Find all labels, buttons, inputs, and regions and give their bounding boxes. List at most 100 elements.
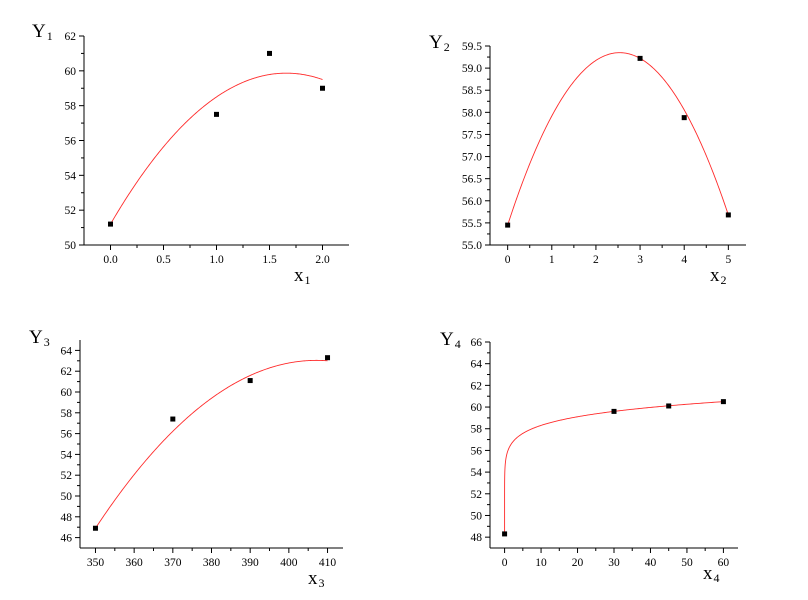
- x-tick-label: 5: [725, 254, 731, 266]
- y-axis-title-letter: Y: [29, 327, 43, 348]
- data-point: [666, 403, 672, 409]
- y-axis-title: Y1: [32, 21, 53, 43]
- x-axis-title: x4: [703, 563, 720, 585]
- data-point: [214, 111, 219, 117]
- x-axis-title-sub: 3: [319, 576, 325, 590]
- y-tick-label: 60: [65, 66, 77, 78]
- data-point: [92, 525, 98, 531]
- y-tick-label: 58.5: [462, 85, 482, 97]
- x-tick-label: 390: [242, 557, 260, 569]
- x-tick-label: 350: [87, 557, 105, 569]
- x-tick-label: 370: [164, 557, 182, 569]
- x-tick-label: 0.0: [103, 254, 118, 266]
- x-axis-title: x3: [308, 568, 325, 590]
- x-tick-label: 60: [718, 557, 730, 569]
- x-tick-label: 1.0: [209, 254, 224, 266]
- y-axis-title-sub: 4: [455, 337, 461, 351]
- y-axis-title-letter: Y: [429, 32, 443, 53]
- x-tick-label: 2.0: [315, 254, 330, 266]
- y-tick-label: 59.0: [462, 63, 482, 75]
- x-tick-label: 40: [645, 557, 657, 569]
- fit-curve: [504, 401, 724, 534]
- y-tick-label: 56.0: [462, 196, 482, 208]
- x-tick-label: 4: [681, 254, 687, 266]
- x-tick-label: 0.5: [156, 254, 171, 266]
- y-tick-label: 54: [471, 467, 483, 479]
- x-tick-label: 360: [126, 557, 144, 569]
- data-point: [325, 355, 331, 361]
- x-tick-label: 30: [608, 557, 620, 569]
- y-tick-label: 66: [471, 337, 483, 349]
- x-tick-label: 50: [681, 557, 693, 569]
- y-tick-label: 62: [61, 366, 73, 378]
- y-tick-label: 48: [471, 532, 483, 544]
- x-tick-label: 1.5: [262, 254, 277, 266]
- x-tick-label: 10: [535, 557, 547, 569]
- x-tick-label: 0: [505, 254, 511, 266]
- y-axis-title-letter: Y: [32, 21, 46, 42]
- x-tick-label: 400: [280, 557, 298, 569]
- y-tick-label: 55.0: [462, 240, 482, 252]
- chart-panel-2: 55.0 55.5 56.0 56.5 57.0 57.5 58.0 58.5 59.0 59.5…: [429, 32, 746, 287]
- y-tick-label: 55.5: [462, 218, 482, 230]
- y-tick-label: 56: [471, 445, 483, 457]
- data-point: [720, 399, 726, 405]
- x-axis-title: x1: [294, 265, 311, 287]
- y-tick-label: 58: [65, 101, 77, 113]
- y-tick-label: 52: [61, 470, 73, 482]
- y-tick-label: 60: [61, 387, 73, 399]
- y-tick-label: 64: [471, 359, 483, 371]
- data-point: [611, 408, 617, 414]
- x-tick-label: 2: [593, 254, 599, 266]
- data-point: [170, 416, 176, 422]
- y-tick-label: 54: [61, 449, 73, 461]
- x-tick-label: 1: [549, 254, 555, 266]
- x-axis-title-letter: x: [294, 265, 304, 286]
- data-point: [725, 212, 731, 218]
- x-axis-title-sub: 4: [714, 571, 720, 585]
- y-tick-label: 62: [471, 380, 483, 392]
- x-axis-title-letter: x: [308, 568, 318, 589]
- y-tick-label: 52: [471, 489, 483, 501]
- y-tick-label: 50: [471, 510, 483, 522]
- y-axis-title-sub: 2: [444, 40, 450, 54]
- y-tick-label: 50: [61, 491, 73, 503]
- x-axis-title-sub: 2: [721, 273, 727, 287]
- y-tick-label: 48: [61, 512, 73, 524]
- fit-curve: [95, 359, 328, 529]
- data-point: [247, 378, 253, 384]
- y-axis-title-letter: Y: [440, 329, 454, 350]
- y-tick-label: 62: [65, 31, 77, 43]
- x-axis-title-sub: 1: [305, 273, 311, 287]
- fit-curve: [507, 52, 729, 226]
- y-tick-label: 60: [471, 402, 483, 414]
- y-tick-label: 56.5: [462, 174, 482, 186]
- x-tick-label: 0: [502, 557, 508, 569]
- x-axis-title: x2: [710, 265, 727, 287]
- y-tick-label: 54: [65, 170, 77, 182]
- data-point: [637, 55, 643, 61]
- chart-panel-3: 46 48 50 52 54 56 58 60 62 64 350 360 370 380 390 400 41…: [29, 327, 343, 590]
- y-tick-label: 64: [61, 345, 73, 357]
- y-tick-label: 58: [471, 424, 483, 436]
- y-axis-title: Y4: [440, 329, 461, 351]
- x-axis-title-letter: x: [703, 563, 713, 584]
- data-point: [320, 85, 325, 91]
- y-tick-label: 50: [65, 240, 77, 252]
- y-tick-label: 57.0: [462, 152, 482, 164]
- x-tick-label: 380: [203, 557, 221, 569]
- y-tick-label: 52: [65, 205, 77, 217]
- fit-curve: [110, 72, 323, 225]
- data-point: [502, 531, 508, 537]
- y-axis-title: Y3: [29, 327, 50, 349]
- y-axis-title-sub: 3: [44, 335, 50, 349]
- y-tick-label: 58: [61, 408, 73, 420]
- y-tick-label: 59.5: [462, 41, 482, 53]
- y-tick-label: 57.5: [462, 129, 482, 141]
- x-tick-label: 410: [319, 557, 337, 569]
- y-tick-label: 58.0: [462, 107, 482, 119]
- data-point: [267, 50, 272, 56]
